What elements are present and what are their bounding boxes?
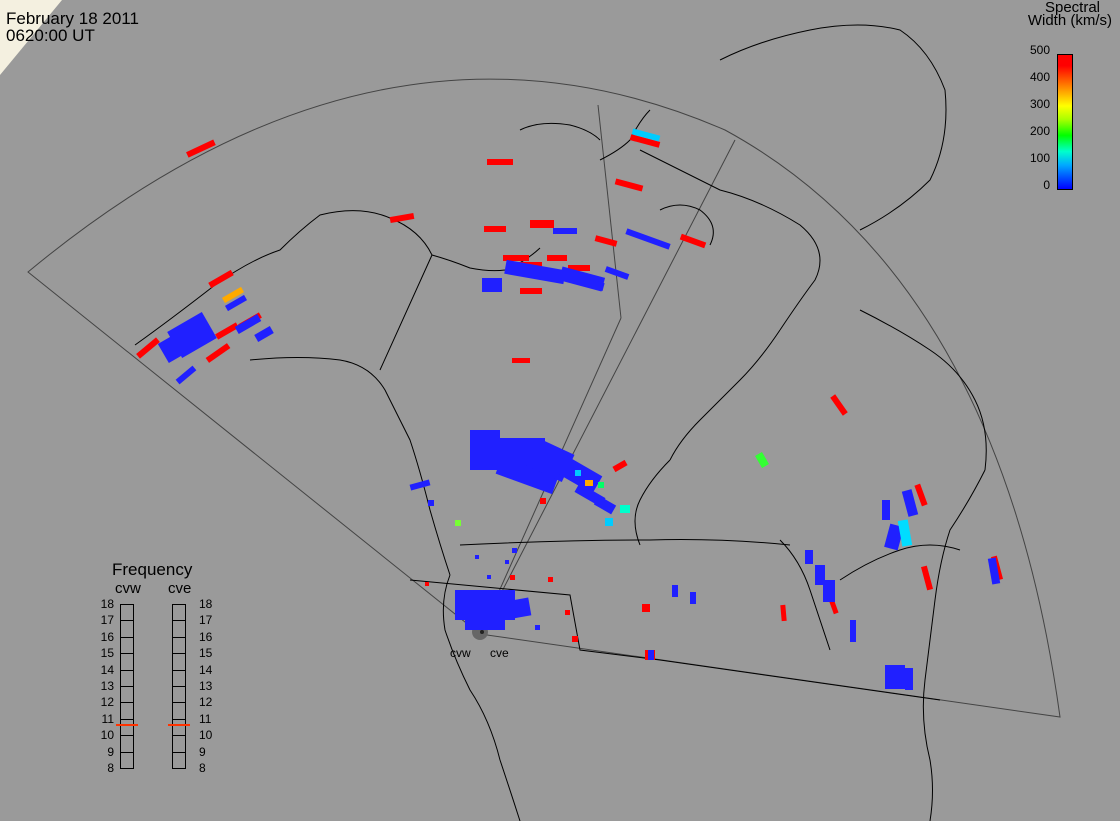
colorbar-tick: 0 [1043,178,1050,192]
frequency-radar-label-cve: cve [168,580,192,597]
frequency-tick-left: 18 [100,597,114,611]
frequency-tick-right: 10 [199,728,213,743]
scatter-mid-width [221,128,913,547]
frequency-cell-cvw [120,702,134,720]
frequency-tick-right: 12 [199,695,213,710]
legend-title-line1: Spectral [1044,0,1100,16]
frequency-cell-cvw [120,620,134,638]
frequency-tick-left: 13 [100,679,114,693]
frequency-cell-cve [172,636,186,655]
frequency-cell-cve [172,604,186,622]
frequency-cell-cve [172,653,186,671]
scatter-high-width [136,134,1004,660]
frequency-tick-left: 16 [100,629,114,644]
colorbar-tick: 300 [1029,97,1050,111]
spectral-width-colorbar [1057,54,1073,190]
frequency-tick-right: 15 [199,646,213,661]
frequency-cell-cvw [120,653,134,671]
frequency-tick-left: 11 [101,711,114,726]
frequency-tick-left: 8 [107,761,114,775]
frequency-tick-left: 9 [107,744,114,759]
frequency-cell-cve [172,718,186,737]
colorbar-tick: 200 [1029,124,1050,138]
frequency-tick-right: 18 [199,597,213,611]
colorbar-tick: 500 [1029,43,1050,57]
frequency-tick-right: 14 [199,662,213,677]
frequency-cell-cvw [120,718,134,737]
frequency-title: Frequency [112,560,193,579]
time-label: 0620:00 UT [6,26,95,45]
frequency-marker-cvw [116,723,138,726]
fov-beam-right [479,139,736,635]
frequency-tick-left: 10 [100,728,114,743]
frequency-cell-cvw [120,751,134,769]
frequency-tick-right: 9 [199,744,206,759]
frequency-tick-right: 16 [199,629,213,644]
boundaries [379,254,941,701]
frequency-tick-left: 12 [100,695,114,710]
site-label-cve: cve [490,646,509,660]
date-label: February 18 2011 [6,9,139,28]
frequency-tick-right: 17 [199,613,213,628]
frequency-cell-cvw [120,735,134,753]
frequency-cell-cvw [120,669,134,687]
frequency-tick-right: 8 [199,761,206,775]
frequency-radar-label-cvw: cvw [115,580,141,597]
frequency-tick-left: 14 [100,662,114,677]
colorbar-tick: 100 [1029,151,1050,165]
frequency-cell-cvw [120,686,134,704]
frequency-cell-cve [172,686,186,704]
radar-site-center [480,630,484,634]
frequency-cell-cve [172,751,186,769]
scatter-low-width [157,228,1001,690]
colorbar-tick: 400 [1029,70,1050,84]
corner-highlight [0,0,62,75]
frequency-cell-cvw [120,604,134,622]
frequency-tick-left: 17 [100,613,114,628]
frequency-tick-left: 15 [100,646,114,661]
fov-outline [27,78,1061,718]
frequency-cell-cve [172,702,186,720]
frequency-marker-cve [168,723,190,726]
frequency-tick-right: 13 [199,679,213,693]
fov-beam-mid [597,104,622,319]
frequency-cell-cve [172,620,186,638]
frequency-tick-right: 11 [199,711,212,726]
frequency-cell-cve [172,735,186,753]
coastlines [134,24,987,821]
site-label-cvw: cvw [450,646,471,660]
legend-title-line2: Width (km/s) [1027,12,1112,29]
frequency-cell-cvw [120,636,134,655]
frequency-cell-cve [172,669,186,687]
